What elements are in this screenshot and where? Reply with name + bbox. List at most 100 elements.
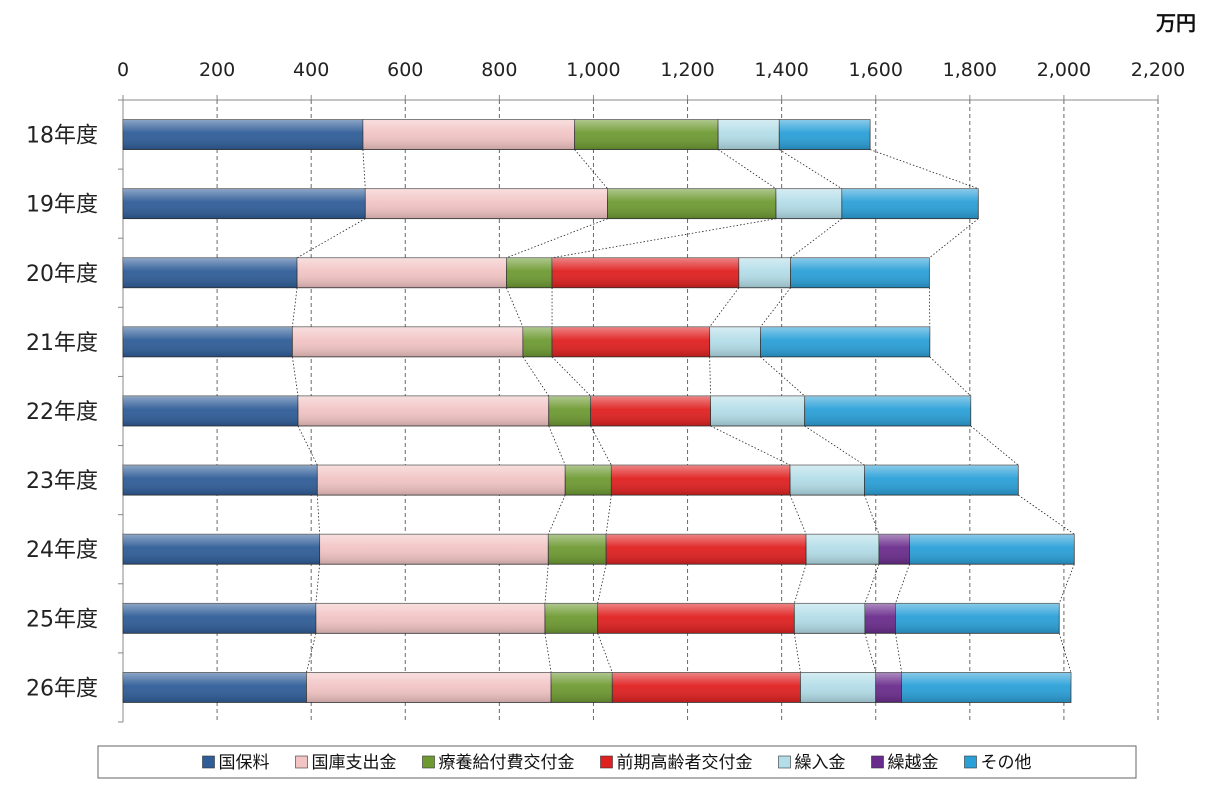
legend-swatch bbox=[202, 755, 215, 769]
bar-segment-shine bbox=[760, 326, 930, 357]
category-label: 18年度 bbox=[26, 124, 98, 149]
series-connector-line bbox=[760, 356, 805, 397]
bar-segment-shine bbox=[794, 603, 865, 634]
bar-segment-shine bbox=[317, 465, 566, 496]
bar-segment-shine bbox=[864, 465, 1019, 496]
x-tick-label: 400 bbox=[293, 59, 329, 81]
series-connector-line bbox=[869, 149, 979, 190]
bar-segment-shine bbox=[544, 603, 598, 634]
series-connector-line bbox=[804, 425, 865, 466]
series-connector-line bbox=[710, 425, 791, 466]
bar-segment-shine bbox=[738, 257, 791, 288]
series-connector-line bbox=[506, 218, 608, 259]
bar-segment-shine bbox=[552, 257, 739, 288]
bar-segment-shine bbox=[123, 188, 366, 219]
category-label: 22年度 bbox=[26, 400, 98, 425]
bar-segment-shine bbox=[590, 396, 711, 426]
bar-segment-shine bbox=[841, 188, 979, 219]
legend-label: 療養給付費交付金 bbox=[439, 753, 575, 773]
x-tick-labels: 0 200 400 600 800 1,000 1,200 1,400 1,600 1,800 2,… bbox=[117, 59, 1185, 81]
bar-segment-shine bbox=[548, 534, 607, 565]
x-tick-label: 600 bbox=[387, 59, 423, 81]
series-connector-line bbox=[551, 356, 591, 397]
category-label: 24年度 bbox=[26, 538, 98, 563]
connector-lines bbox=[291, 149, 1075, 673]
x-tick-label: 200 bbox=[199, 59, 235, 81]
bar-segment-shine bbox=[548, 396, 591, 426]
series-connector-line bbox=[895, 564, 910, 604]
unit-label: 万円 bbox=[1155, 11, 1196, 35]
series-connector-line bbox=[1058, 564, 1075, 604]
bar-segment-shine bbox=[123, 326, 293, 357]
x-tick-label: 2,200 bbox=[1131, 59, 1185, 81]
bar-segment-shine bbox=[551, 672, 613, 703]
legend-swatch bbox=[964, 755, 977, 769]
series-connector-line bbox=[316, 495, 321, 535]
bar-segment-shine bbox=[123, 119, 363, 150]
series-connector-line bbox=[895, 633, 902, 673]
series-connector-line bbox=[362, 149, 366, 189]
bar-segment-shine bbox=[607, 188, 776, 219]
series-connector-line bbox=[522, 356, 550, 397]
series-connector-line bbox=[790, 218, 843, 259]
category-label: 26年度 bbox=[26, 676, 98, 701]
bar-segment-shine bbox=[606, 534, 807, 565]
bar-segment-shine bbox=[506, 257, 553, 288]
category-label: 23年度 bbox=[26, 469, 98, 494]
bar-segment-shine bbox=[806, 534, 880, 565]
bar-segment-shine bbox=[123, 603, 316, 634]
bar-segment-shine bbox=[292, 326, 523, 357]
series-connector-line bbox=[506, 287, 524, 328]
series-connector-line bbox=[929, 356, 972, 397]
bar-segment-shine bbox=[597, 603, 795, 634]
series-connector-line bbox=[547, 494, 566, 535]
series-connector-line bbox=[864, 633, 877, 673]
bar-segment-shine bbox=[123, 396, 299, 426]
bar-segment-shine bbox=[710, 396, 805, 426]
bar-segment-shine bbox=[879, 534, 910, 565]
series-connector-line bbox=[864, 494, 880, 535]
bar-segment-shine bbox=[574, 119, 719, 150]
series-connector-line bbox=[544, 564, 549, 604]
bar-segment-shine bbox=[123, 534, 320, 565]
series-connector-line bbox=[793, 633, 801, 673]
x-tick-label: 1,800 bbox=[943, 59, 997, 81]
legend-swatch bbox=[295, 755, 308, 769]
legend-label: その他 bbox=[980, 753, 1031, 773]
bar-segment-shine bbox=[362, 119, 575, 150]
legend-label: 繰入金 bbox=[794, 753, 845, 773]
legend-label: 繰越金 bbox=[887, 753, 938, 773]
bar-segment-shine bbox=[875, 672, 902, 703]
bar-segment-shine bbox=[522, 326, 553, 357]
x-tick-label: 1,000 bbox=[566, 59, 620, 81]
category-label: 19年度 bbox=[26, 193, 98, 218]
legend-swatch bbox=[871, 755, 884, 769]
legend-swatch bbox=[778, 755, 791, 769]
bar-segment-shine bbox=[298, 396, 549, 426]
bar-segment-shine bbox=[612, 672, 801, 703]
series-connector-line bbox=[590, 425, 612, 466]
series-connector-line bbox=[779, 149, 843, 190]
series-connector-line bbox=[315, 564, 321, 604]
series-connector-line bbox=[709, 287, 740, 328]
category-labels: 18年度 19年度 20年度 21年度 22年度 23年度 24年度 25年度 26年度 bbox=[26, 124, 98, 702]
x-tick-label: 1,200 bbox=[660, 59, 714, 81]
series-connector-line bbox=[970, 425, 1019, 466]
legend: 国保料 国庫支出金 療養給付費交付金 前期高齢者交付金 繰入金 繰越金 その他 bbox=[97, 745, 1137, 779]
series-connector-line bbox=[1018, 494, 1075, 535]
series-connector-line bbox=[296, 218, 366, 259]
x-tick-label: 800 bbox=[481, 59, 517, 81]
bar-segment-shine bbox=[901, 672, 1071, 703]
legend-label: 国保料 bbox=[219, 753, 270, 773]
legend-swatch bbox=[600, 755, 613, 769]
legend-label: 前期高齢者交付金 bbox=[617, 753, 753, 773]
bar-segment-shine bbox=[790, 257, 930, 288]
x-tick-label: 1,400 bbox=[754, 59, 808, 81]
bar-segment-shine bbox=[804, 396, 971, 426]
bar-segment-shine bbox=[779, 119, 871, 150]
category-label: 20年度 bbox=[26, 262, 98, 287]
bar-segment-shine bbox=[123, 257, 298, 288]
series-connector-line bbox=[760, 287, 791, 328]
series-connector-line bbox=[864, 564, 880, 604]
series-connector-line bbox=[929, 218, 979, 259]
